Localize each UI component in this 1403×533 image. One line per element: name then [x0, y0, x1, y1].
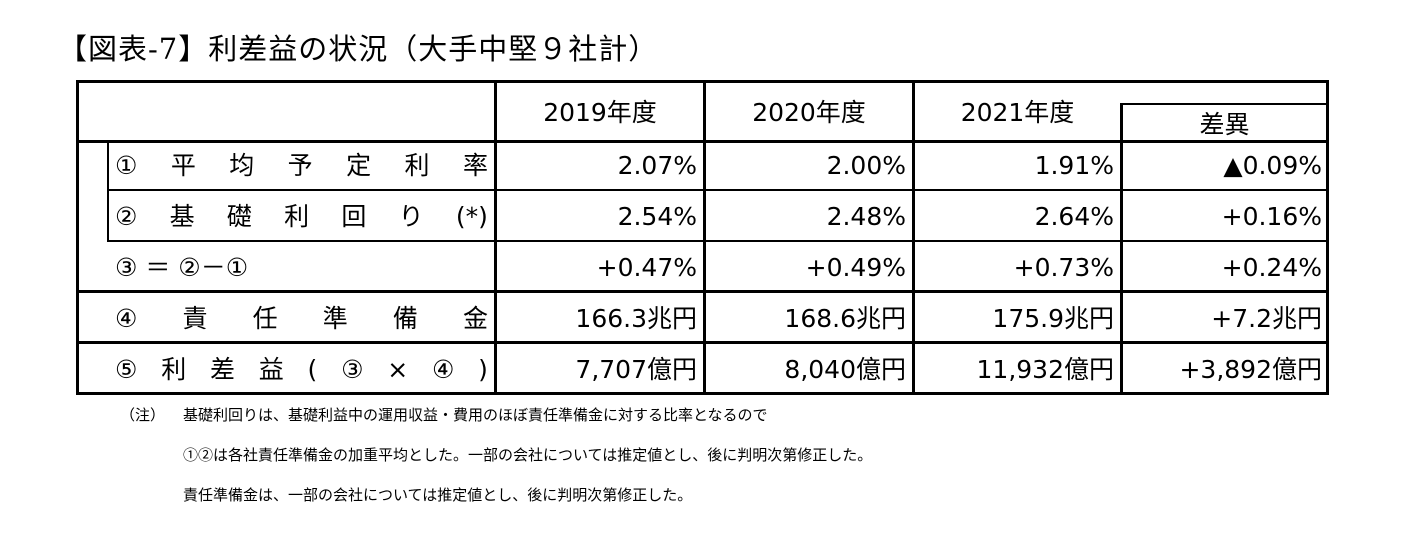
cell-r3-2020: +0.49% [805, 253, 906, 282]
col-divider-2020 [912, 83, 915, 392]
cell-r5-2021: 11,932億円 [976, 355, 1114, 384]
row-divider-1-2 [497, 189, 1326, 191]
row-divider-2-3 [497, 240, 1326, 242]
cell-r4-2020: 168.6兆円 [784, 304, 906, 333]
row-label-base-yield: ② 基礎利回り (*) [115, 202, 488, 231]
diff-header-rule [1122, 103, 1326, 105]
footnote-line: 基礎利回りは、基礎利益中の運用収益・費用のほぼ責任準備金に対する比率となるので [183, 406, 768, 424]
cell-r5-2020: 8,040億円 [784, 355, 906, 384]
header-2021: 2021年度 [960, 98, 1075, 127]
figure-title: 【図表-7】利差益の状況（大手中堅９社計） [58, 32, 659, 66]
cell-r3-2019: +0.47% [596, 253, 697, 282]
row-label-spread: ③ ＝ ②－① [115, 253, 249, 282]
cell-r3-2021: +0.73% [1013, 253, 1114, 282]
cell-r4-diff: +7.2兆円 [1211, 304, 1322, 333]
footnote-line: 責任準備金は、一部の会社については推定値とし、後に判明次第修正した。 [183, 486, 693, 504]
cell-r1-diff: ▲0.09% [1223, 151, 1322, 180]
col-divider-2019 [703, 83, 706, 392]
header-2020: 2020年度 [752, 98, 866, 127]
header-difference: 差異 [1199, 110, 1250, 139]
label-inner-bracket [107, 140, 109, 242]
row-label-interest-margin: ⑤ 利差益(③ × ④) [115, 355, 488, 384]
cell-r3-diff: +0.24% [1221, 253, 1322, 282]
header-2019: 2019年度 [543, 98, 657, 127]
cell-r1-2020: 2.00% [826, 151, 906, 180]
cell-r5-2019: 7,707億円 [575, 355, 697, 384]
cell-r5-diff: +3,892億円 [1179, 355, 1322, 384]
row-divider-1-2-label [109, 189, 497, 191]
row-divider-4-5 [79, 341, 1326, 344]
cell-r1-2021: 1.91% [1034, 151, 1114, 180]
header-divider [79, 140, 1326, 143]
cell-r2-2019: 2.54% [617, 202, 697, 231]
row-divider-3-4 [79, 290, 1326, 293]
cell-r2-2020: 2.48% [826, 202, 906, 231]
col-divider-label [494, 83, 497, 392]
cell-r2-2021: 2.64% [1034, 202, 1114, 231]
cell-r1-2019: 2.07% [617, 151, 697, 180]
cell-r4-2019: 166.3兆円 [575, 304, 697, 333]
footnote-line: ①②は各社責任準備金の加重平均とした。一部の会社については推定値とし、後に判明次… [183, 446, 873, 464]
footnote-marker: （注） [120, 406, 166, 424]
cell-r4-2021: 175.9兆円 [992, 304, 1114, 333]
col-divider-2021 [1120, 103, 1123, 392]
row-divider-2-3-label [109, 240, 497, 242]
cell-r2-diff: +0.16% [1221, 202, 1322, 231]
